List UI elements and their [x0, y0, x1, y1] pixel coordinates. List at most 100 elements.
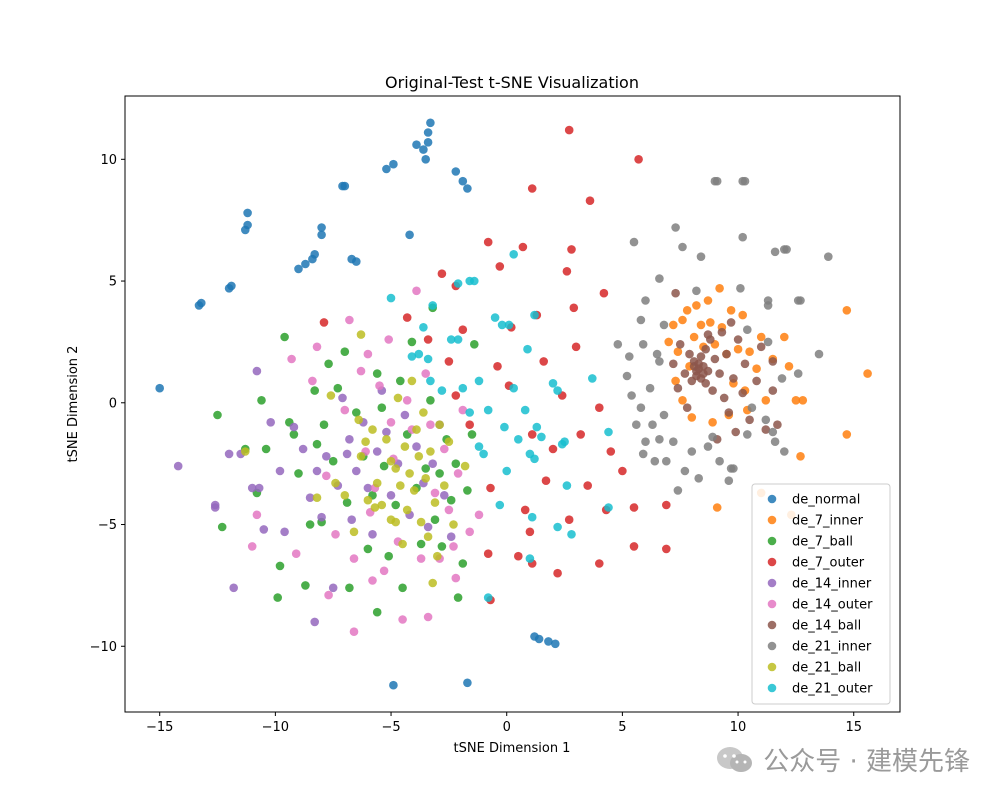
data-point	[266, 418, 276, 427]
data-point	[402, 396, 412, 405]
data-point	[412, 425, 421, 434]
data-point	[671, 223, 680, 232]
legend-label: de_14_outer	[792, 598, 873, 613]
data-point	[356, 330, 366, 339]
data-point	[671, 288, 680, 298]
x-tick-label: 15	[845, 720, 862, 735]
data-point	[326, 391, 336, 400]
y-axis-label: tSNE Dimension 2	[66, 346, 81, 463]
data-point	[449, 520, 458, 529]
legend-label: de_14_inner	[792, 577, 872, 592]
data-point	[682, 403, 692, 413]
data-point	[569, 303, 579, 313]
data-point	[763, 301, 773, 310]
data-point	[379, 461, 389, 471]
data-point	[372, 607, 382, 617]
data-point	[241, 447, 250, 456]
y-tick-label: −10	[90, 640, 117, 655]
data-point	[386, 418, 396, 427]
legend-label: de_21_ball	[792, 661, 861, 676]
data-point	[416, 539, 426, 549]
data-point	[567, 245, 576, 254]
data-point	[328, 583, 338, 593]
data-point	[324, 359, 333, 369]
data-point	[719, 393, 729, 403]
data-point	[446, 335, 456, 344]
data-point	[703, 442, 713, 451]
data-point	[680, 466, 690, 476]
data-point	[368, 425, 377, 434]
data-point	[444, 505, 454, 515]
data-point	[349, 527, 359, 537]
data-point	[352, 408, 361, 417]
data-point	[349, 627, 359, 636]
x-tick-label: 0	[503, 720, 511, 735]
data-point	[689, 332, 699, 342]
data-point	[618, 466, 627, 476]
data-point	[451, 391, 461, 400]
data-point	[599, 288, 609, 298]
data-point	[389, 159, 398, 169]
data-point	[678, 396, 687, 405]
data-point	[474, 510, 484, 520]
data-point	[382, 164, 391, 174]
data-point	[470, 340, 479, 349]
data-point	[421, 474, 431, 483]
data-point	[444, 437, 454, 447]
data-point	[361, 437, 370, 447]
data-point	[317, 230, 326, 240]
data-point	[717, 327, 727, 337]
data-point	[345, 583, 354, 593]
data-point	[669, 359, 678, 369]
data-point	[402, 505, 412, 515]
data-point	[217, 522, 227, 532]
data-point	[701, 379, 710, 388]
data-point	[502, 466, 512, 476]
series-de_7_outer	[319, 125, 671, 605]
data-point	[814, 349, 824, 359]
data-point	[682, 306, 692, 315]
data-point	[342, 449, 352, 459]
data-point	[451, 459, 461, 469]
data-point	[685, 349, 694, 359]
data-point	[363, 483, 373, 493]
data-point	[465, 527, 475, 537]
data-point	[419, 323, 428, 332]
data-point	[777, 374, 787, 383]
data-point	[289, 430, 299, 439]
data-point	[419, 145, 428, 154]
data-point	[349, 554, 359, 563]
x-tick-label: 10	[730, 720, 747, 735]
data-point	[405, 230, 414, 240]
data-point	[726, 318, 736, 327]
data-point	[509, 383, 518, 393]
data-point	[629, 542, 639, 551]
data-point	[773, 420, 782, 430]
data-point	[701, 344, 710, 354]
data-point	[407, 352, 417, 361]
data-point	[451, 167, 461, 176]
data-point	[372, 447, 382, 456]
data-point	[673, 347, 683, 357]
data-point	[763, 337, 773, 347]
data-point	[430, 488, 440, 498]
data-point	[298, 444, 308, 454]
legend-label: de_7_outer	[792, 556, 865, 571]
data-point	[733, 344, 743, 354]
legend-marker	[767, 557, 777, 567]
data-point	[433, 551, 442, 561]
data-point	[638, 340, 648, 349]
data-point	[588, 374, 597, 383]
data-point	[254, 483, 264, 493]
legend-marker	[767, 578, 777, 588]
data-point	[629, 503, 639, 512]
data-point	[389, 680, 398, 690]
data-point	[421, 464, 431, 473]
data-point	[324, 590, 333, 600]
data-point	[655, 435, 664, 444]
data-point	[259, 525, 269, 534]
data-point	[310, 386, 320, 395]
data-point	[747, 403, 757, 413]
data-point	[423, 612, 433, 622]
data-point	[400, 442, 410, 451]
